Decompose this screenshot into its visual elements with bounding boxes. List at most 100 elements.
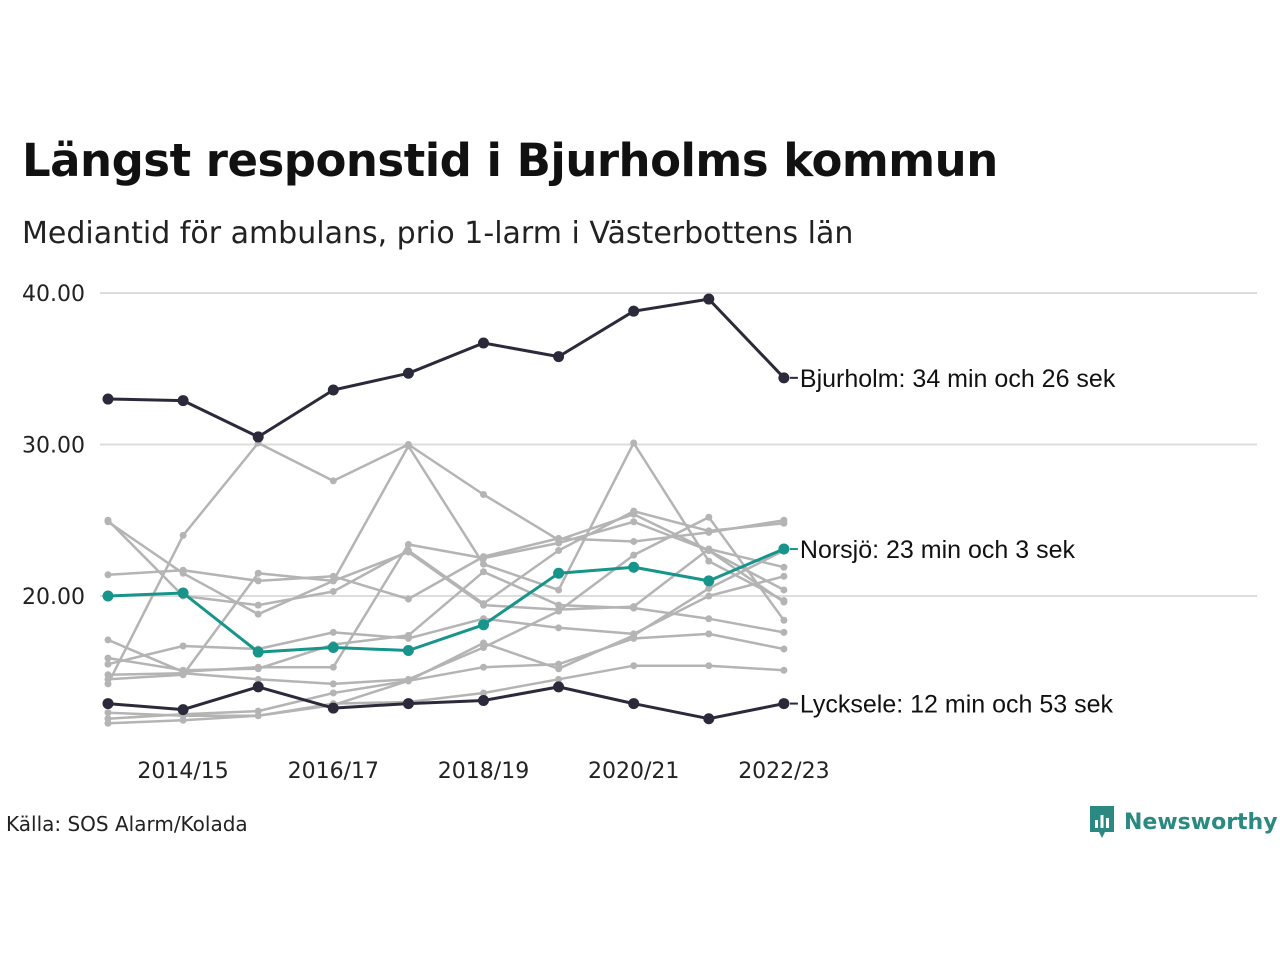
norsjo-point [102,590,114,602]
other-municipality-7-point [705,615,713,623]
lycksele-point [628,698,640,710]
other-municipality-12-line [106,549,786,720]
other-municipality-11-point [179,716,187,724]
chart-subtitle: Mediantid för ambulans, prio 1-larm i Vä… [22,216,854,251]
other-municipality-4-point [780,516,788,524]
other-municipality-11-point [555,675,563,683]
x-tick-label: 2020/21 [588,759,679,784]
other-municipality-4-point [404,595,412,603]
other-municipality-11-series [104,662,788,727]
bjurholm-series [102,293,790,443]
other-municipality-9-point [555,607,563,615]
bjurholm-point [402,367,414,379]
other-municipality-9-point [179,669,187,677]
other-municipality-4-point [104,571,112,579]
other-municipality-4-point [630,537,638,545]
other-municipality-11-point [480,689,487,697]
lycksele-point [177,704,189,716]
other-municipality-3-point [630,507,638,515]
other-municipality-10-point [104,709,112,717]
other-municipality-11-line [106,664,786,725]
other-municipality-5-point [780,563,788,571]
other-municipality-1-point [329,477,337,485]
lycksele-point [327,702,339,714]
other-municipality-5-point [254,569,262,577]
other-municipality-7-point [555,601,563,609]
lycksele-point [778,698,790,710]
lycksele-point [402,698,414,710]
norsjo-point [778,543,790,555]
x-tick-label: 2022/23 [738,759,829,784]
other-municipality-10-point [480,663,487,671]
other-municipality-6-point [555,539,563,547]
other-municipality-6-point [705,547,713,555]
bjurholm-series-label: Bjurholm: 34 min och 26 sek [800,365,1116,393]
norsjo-point [478,619,489,631]
other-municipality-12-point [555,665,563,673]
other-municipality-1-series [104,439,788,688]
other-municipality-11-point [705,662,713,670]
norsjo-point [402,645,414,657]
bjurholm-line [106,297,786,439]
other-municipality-6-point [630,518,638,526]
bjurholm-point [478,337,489,349]
norsjo-point [553,567,565,579]
other-municipality-9-point [329,680,337,688]
line-chart: 20.00 30.00 40.00 2014/15 2016/17 2018/19 2020… [22,282,1257,784]
other-municipality-2-line [106,441,786,616]
norsjo-point [703,575,715,587]
bjurholm-point [327,384,339,396]
lycksele-point [703,713,715,725]
norsjo-point [628,561,640,573]
other-municipality-7-point [780,628,788,636]
lycksele-line [106,685,786,721]
other-municipality-7-series [104,568,788,674]
other-municipality-10-line [106,632,786,717]
other-municipality-2-point [555,586,563,594]
other-municipality-6-point [329,663,337,671]
other-municipality-7-point [480,568,487,576]
other-municipality-3-point [254,601,262,609]
other-municipality-2-point [254,610,262,618]
lycksele-point [553,681,565,693]
norsjo-series-label: Norsjö: 23 min och 3 sek [800,536,1076,564]
lycksele-point [102,698,114,710]
brand-logo: Newsworthy [1088,804,1278,840]
other-municipality-1-point [179,531,187,539]
bjurholm-point [703,293,715,305]
other-municipality-12-point [480,639,487,647]
x-tick-label: 2018/19 [438,759,529,784]
norsjo-series [102,543,790,658]
y-tick-label: 20.00 [22,585,85,610]
norsjo-point [252,646,264,658]
other-municipality-3-point [555,547,563,555]
other-municipality-7-point [104,654,112,662]
other-municipality-1-point [780,586,788,594]
other-municipality-5-point [404,548,412,556]
other-municipality-12-point [329,689,337,697]
norsjo-line [106,547,786,654]
other-municipality-2-point [705,557,713,565]
other-municipality-3-line [106,509,786,607]
other-municipality-6-point [780,598,788,606]
other-municipality-7-point [630,604,638,612]
other-municipality-8-point [404,634,412,642]
bjurholm-point [628,305,640,317]
other-municipality-12-point [104,715,112,723]
bjurholm-point [102,393,114,405]
x-tick-label: 2014/15 [137,759,228,784]
other-municipality-8-point [104,660,112,668]
lycksele-point [252,681,264,693]
norsjo-point [177,587,189,599]
other-municipality-5-point [480,601,487,609]
other-municipality-7-point [254,665,262,673]
other-municipality-8-point [179,642,187,650]
other-municipality-9-point [104,671,112,679]
other-municipality-9-line [106,515,786,686]
other-municipality-9-point [780,616,788,624]
bjurholm-point [252,431,264,443]
bjurholm-point [778,372,790,384]
other-municipality-2-point [480,560,487,568]
other-municipality-8-line [106,575,786,666]
other-municipality-8-point [555,624,563,632]
